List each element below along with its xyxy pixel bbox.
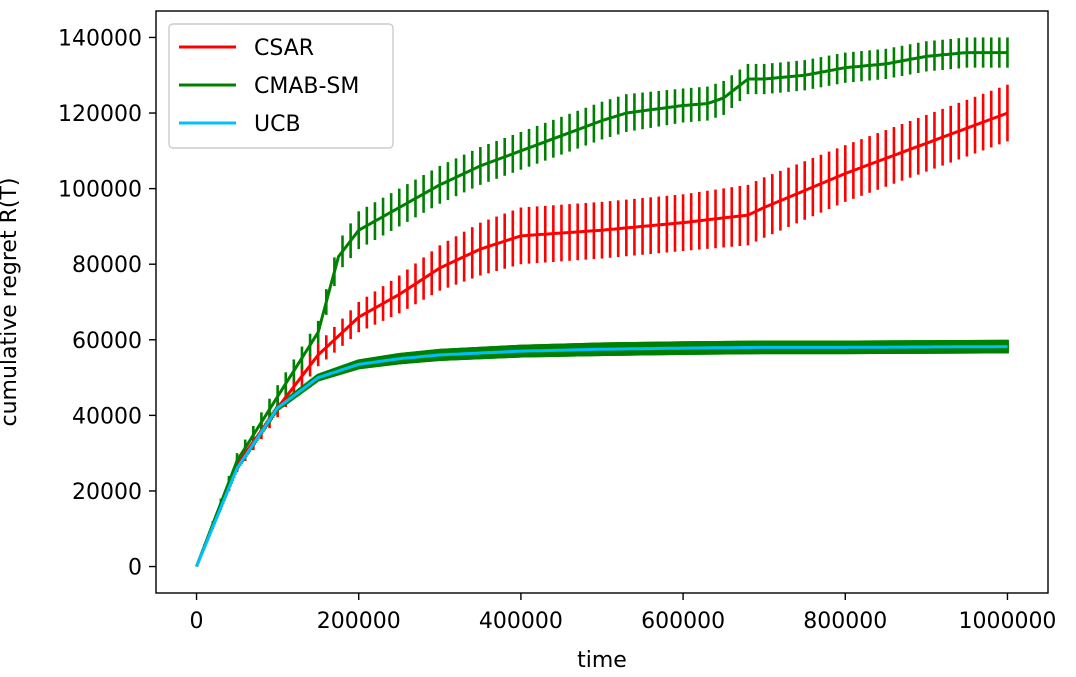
y-tick-label: 40000: [72, 404, 142, 429]
y-tick-label: 80000: [72, 253, 142, 278]
x-tick-label: 200000: [317, 609, 401, 634]
legend-label-csar: CSAR: [254, 36, 314, 61]
y-axis-label: cumulative regret R(T): [0, 178, 22, 427]
y-tick-label: 0: [128, 556, 142, 581]
legend-label-cmab-sm: CMAB-SM: [254, 74, 359, 99]
legend: CSAR CMAB-SM UCB: [169, 24, 393, 148]
x-tick-label: 0: [190, 609, 204, 634]
y-tick-label: 140000: [58, 26, 142, 51]
x-tick-label: 1000000: [958, 609, 1056, 634]
y-tick-label: 20000: [72, 480, 142, 505]
x-tick-label: 800000: [803, 609, 887, 634]
y-tick-label: 100000: [58, 178, 142, 203]
x-tick-label: 600000: [641, 609, 725, 634]
y-tick-label: 60000: [72, 329, 142, 354]
y-tick-label: 120000: [58, 102, 142, 127]
x-tick-label: 400000: [479, 609, 563, 634]
legend-label-ucb: UCB: [254, 112, 301, 137]
x-axis-label: time: [577, 648, 627, 673]
